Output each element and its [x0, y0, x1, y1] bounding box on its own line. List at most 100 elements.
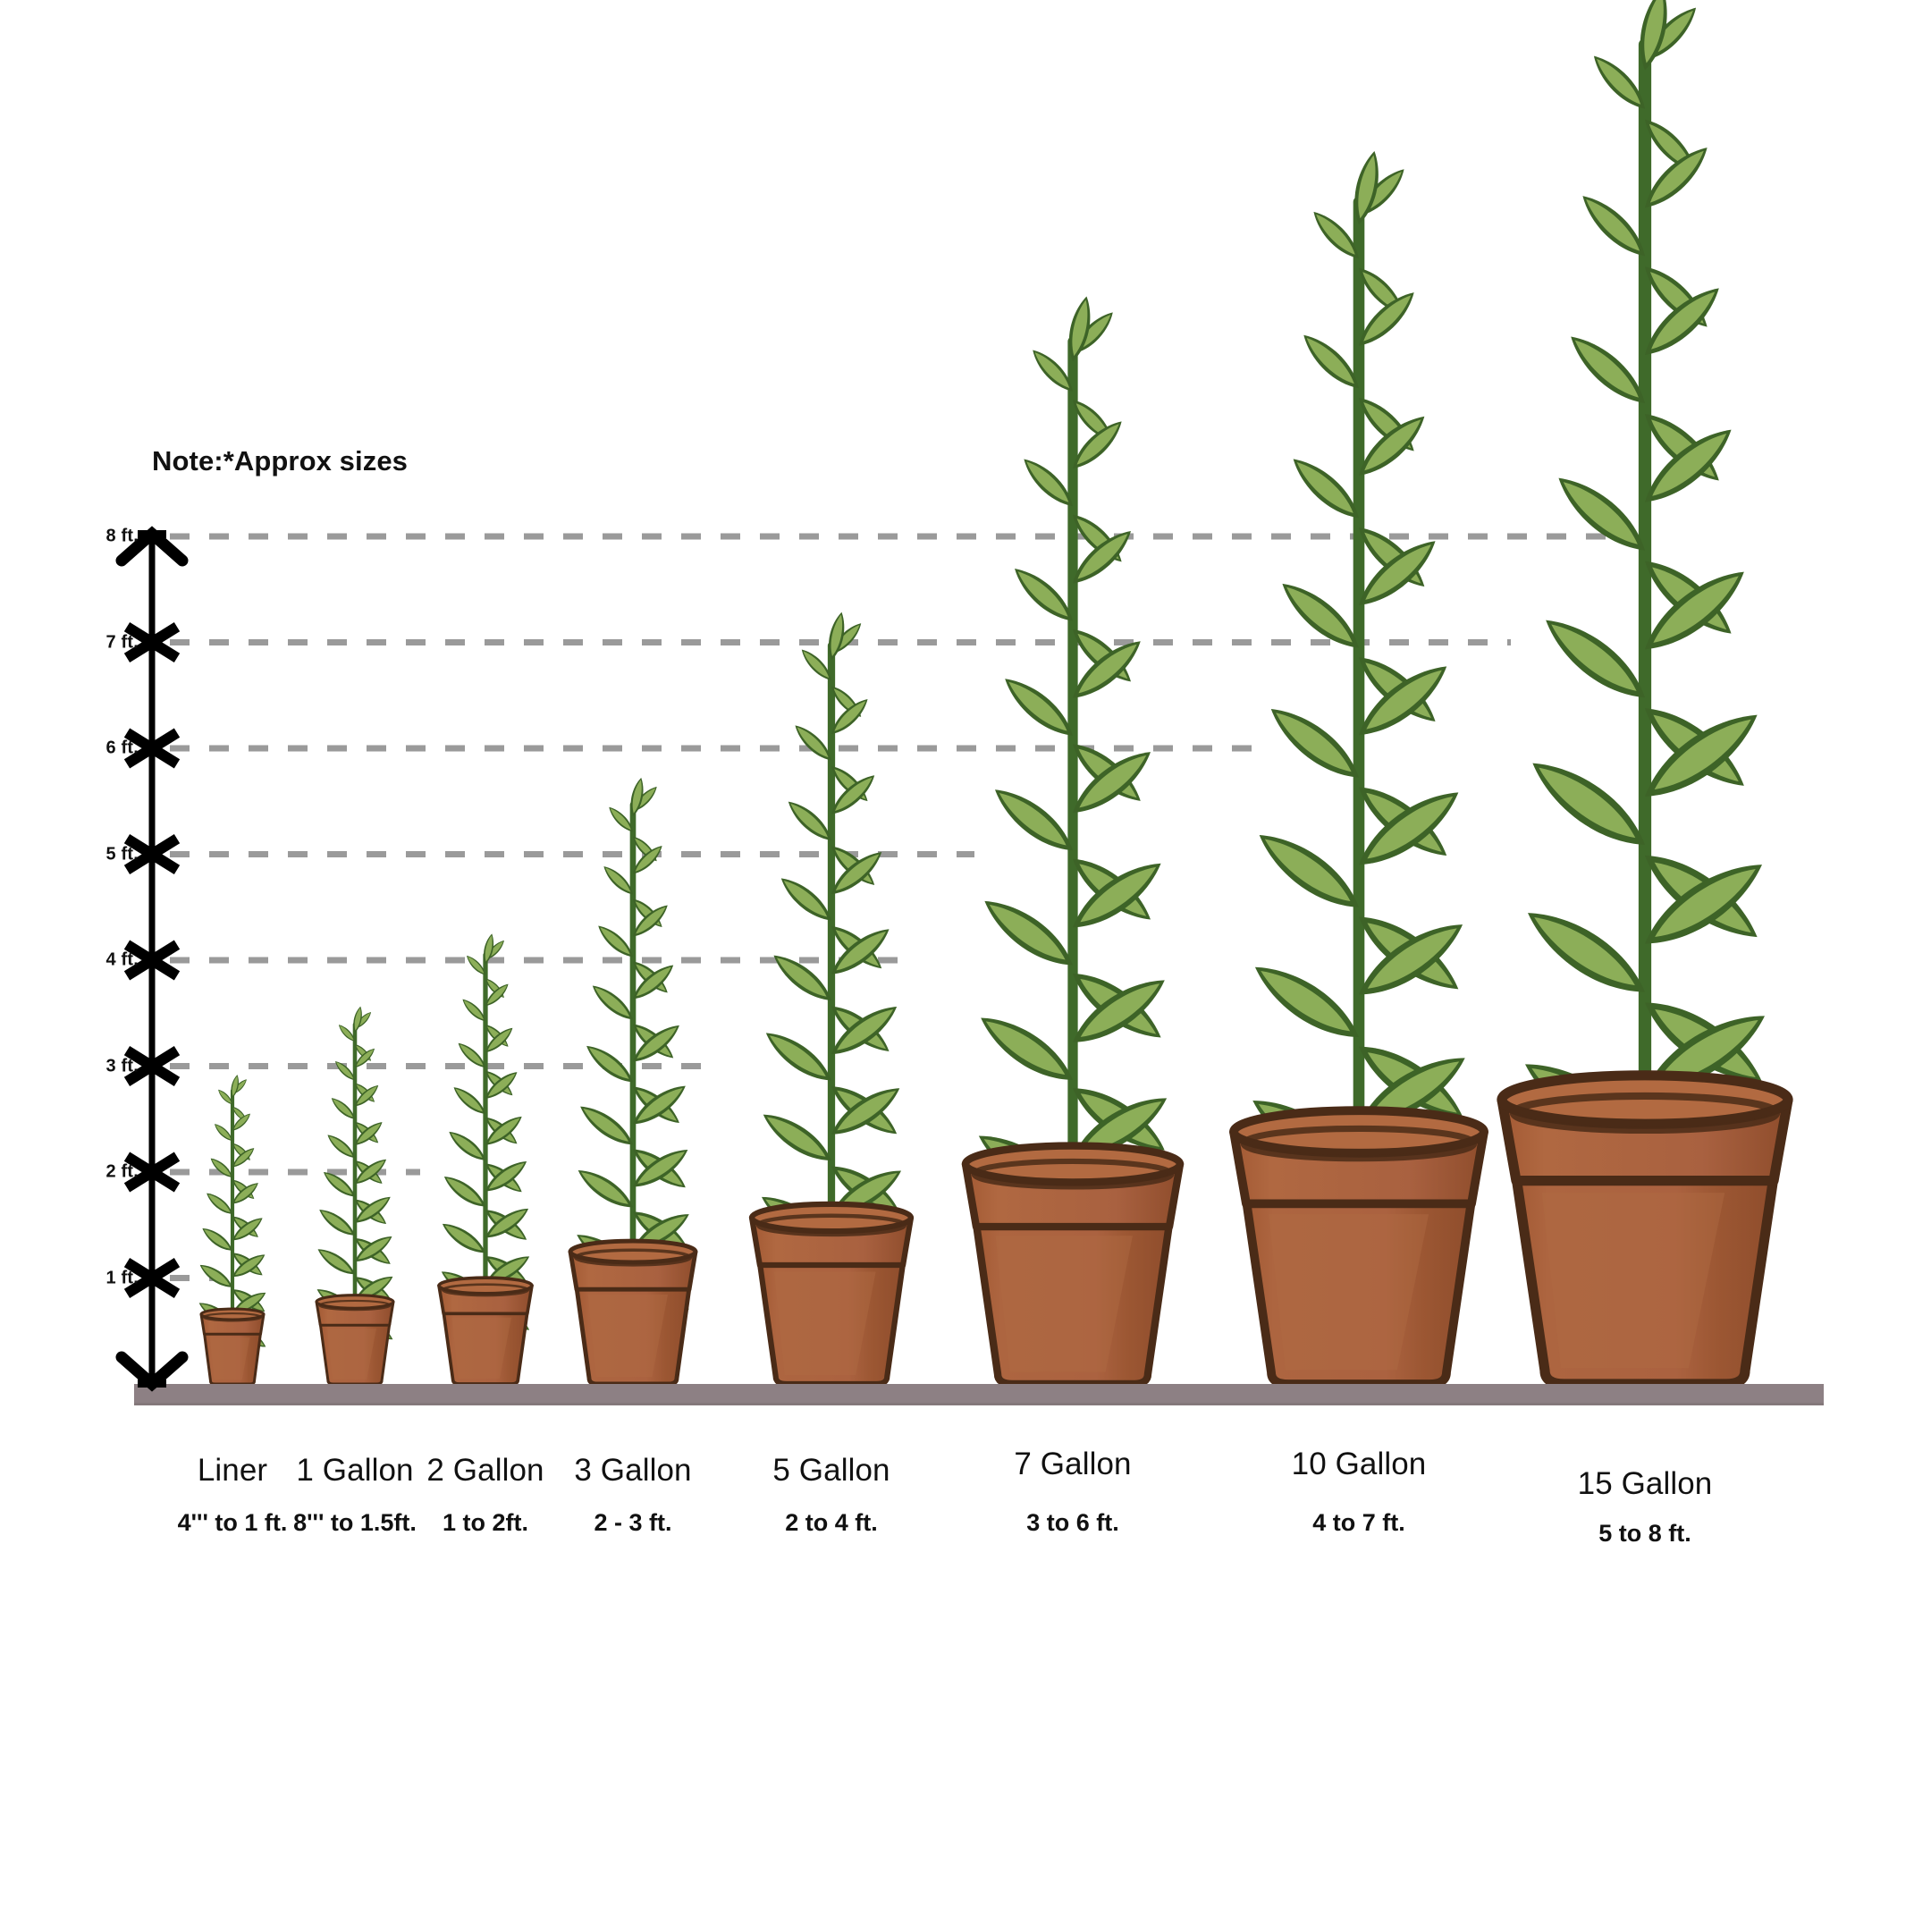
leaf-icon — [609, 806, 633, 832]
leaf-icon — [586, 1045, 633, 1083]
axis-tick-7ft — [123, 622, 181, 662]
leaf-icon — [1259, 834, 1359, 907]
leaf-icon — [788, 801, 831, 841]
leaf-icon — [231, 1075, 239, 1098]
leaf-icon — [484, 933, 494, 965]
leaf-icon — [831, 698, 868, 735]
leaf-icon — [1293, 459, 1359, 519]
leaf-icon — [831, 1007, 898, 1055]
leaf-icon — [443, 1176, 485, 1207]
leaf-icon — [1645, 288, 1719, 355]
leaf-icon — [1532, 763, 1645, 845]
plant-group-liner — [198, 1075, 266, 1386]
leaf-icon — [603, 865, 633, 895]
leaf-icon — [592, 985, 633, 1020]
leaf-icon — [981, 1017, 1073, 1080]
leaf-icon — [327, 1135, 355, 1159]
plant-group-15-gallon — [1497, 0, 1793, 1389]
leaf-icon — [580, 1106, 633, 1145]
leaf-icon — [1033, 350, 1073, 392]
leaf-icon — [442, 1223, 485, 1253]
leaf-icon — [765, 1033, 831, 1081]
leaf-icon — [633, 1085, 686, 1125]
leaf-icon — [1282, 583, 1359, 648]
leaf-icon — [443, 1176, 485, 1207]
leaf-icon — [462, 999, 485, 1022]
approx-sizes-note: Note:*Approx sizes — [152, 445, 409, 477]
leaf-icon — [1645, 571, 1744, 650]
leaf-icon — [1532, 763, 1645, 845]
leaf-icon — [995, 789, 1073, 851]
leaf-icon — [763, 1114, 831, 1161]
leaf-icon — [485, 983, 509, 1007]
leaf-icon — [449, 1131, 485, 1160]
leaf-icon — [598, 925, 633, 958]
leaf-icon — [323, 1172, 355, 1197]
leaf-icon — [202, 1228, 232, 1251]
leaf-icon — [1270, 709, 1359, 778]
leaf-icon — [1645, 865, 1762, 944]
leaf-icon — [1303, 334, 1359, 389]
leaf-icon — [232, 1113, 250, 1131]
leaf-icon — [1359, 792, 1459, 865]
leaf-icon — [1582, 196, 1645, 257]
leaf-icon — [1293, 459, 1359, 519]
leaf-icon — [1073, 752, 1151, 814]
leaf-icon — [995, 789, 1073, 851]
leaf-icon — [1640, 0, 1667, 71]
leaf-icon — [801, 649, 831, 680]
leaf-icon — [1073, 421, 1122, 469]
leaf-icon — [984, 900, 1073, 966]
leaf-icon — [831, 851, 882, 895]
leaf-icon — [1571, 336, 1645, 403]
leaf-icon — [603, 865, 633, 895]
plant-pot-icon — [1229, 1106, 1488, 1388]
leaf-icon — [232, 1183, 258, 1204]
leaf-icon — [1270, 709, 1359, 778]
category-name-4: 5 Gallon — [772, 1453, 890, 1488]
leaf-icon — [1068, 296, 1091, 362]
axis-tick-1ft — [123, 1258, 181, 1298]
plant-group-2-gallon — [437, 933, 534, 1386]
leaf-icon — [1073, 641, 1141, 698]
leaf-icon — [355, 1159, 387, 1185]
leaf-icon — [1254, 966, 1359, 1038]
leaf-icon — [773, 955, 831, 1001]
leaf-icon — [1024, 459, 1073, 507]
leaf-icon — [199, 1264, 232, 1287]
leaf-icon — [1259, 834, 1359, 907]
leaf-icon — [215, 1124, 232, 1142]
leaf-icon — [232, 1254, 266, 1278]
leaf-icon — [317, 1249, 355, 1275]
axis-label-8ft: 8 ft. — [105, 526, 139, 546]
leaf-icon — [829, 612, 845, 661]
leaf-icon — [1015, 569, 1073, 621]
leaf-icon — [207, 1193, 232, 1214]
leaf-icon — [458, 1042, 485, 1068]
category-size-6: 4 to 7 ft. — [1312, 1509, 1405, 1536]
axis-tick-5ft — [123, 834, 181, 874]
leaf-icon — [1528, 913, 1645, 992]
leaf-icon — [334, 1061, 355, 1081]
axis-label-6ft: 6 ft. — [105, 738, 139, 758]
category-name-1: 1 Gallon — [296, 1453, 414, 1488]
vertical-height-axis — [115, 526, 189, 1392]
leaf-icon — [1593, 55, 1645, 109]
leaf-icon — [1645, 714, 1758, 797]
leaf-icon — [467, 955, 485, 975]
leaf-icon — [1015, 569, 1073, 621]
leaf-icon — [981, 1017, 1073, 1080]
leaf-icon — [218, 1089, 232, 1105]
plant-pot-icon — [568, 1238, 698, 1387]
leaf-icon — [202, 1228, 232, 1251]
leaf-icon — [1005, 679, 1073, 736]
axis-label-5ft: 5 ft. — [105, 844, 139, 864]
leaf-icon — [1024, 459, 1073, 507]
plant-group-10-gallon — [1229, 151, 1488, 1388]
leaf-icon — [1005, 679, 1073, 736]
leaf-icon — [485, 1161, 527, 1192]
plants-layer — [198, 0, 1793, 1389]
category-name-3: 3 Gallon — [574, 1453, 692, 1488]
